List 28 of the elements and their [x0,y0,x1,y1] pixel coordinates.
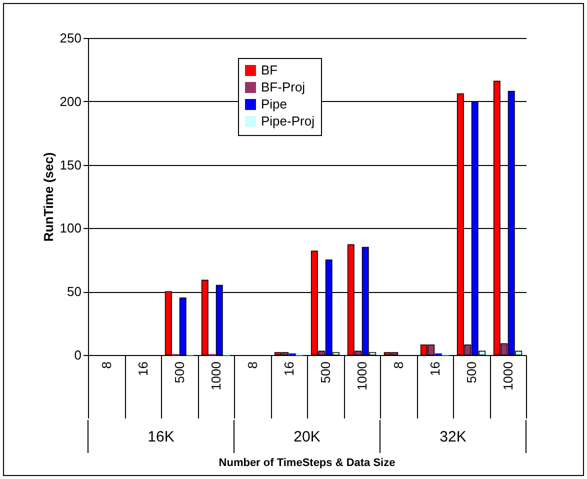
x-tick-label: 8 [244,362,260,369]
x-tick-label: 1000 [354,362,370,390]
y-tick-label: 150 [60,157,82,172]
y-axis-title: RunTime (sec) [40,152,56,242]
x-tick-label: 16 [135,362,150,376]
y-tick-label: 0 [74,348,82,362]
y-tick-label: 50 [67,284,82,300]
x-tick-label: 500 [172,362,187,384]
x-tick-label: 500 [318,362,333,384]
x-tick-label: 1000 [500,362,516,390]
x-tick-label: 8 [98,362,114,369]
bar [179,298,186,356]
legend-label: BF [261,62,278,78]
legend-label: Pipe-Proj [261,114,315,128]
x-tick-label: 500 [464,362,479,384]
x-tick-label: 1000 [208,362,224,390]
x-tick-label: 16 [281,362,296,376]
x-tick-label: 8 [390,362,406,369]
x-tick-label: 16 [427,362,442,376]
y-tick-label: 250 [60,30,82,46]
text: 32K [440,428,466,446]
text: 16K [148,428,174,446]
legend-label: Pipe [261,96,288,112]
text: 20K [294,428,320,446]
text: Number of TimeSteps & Data Size [218,457,396,469]
legend-label: BF-Proj [261,80,306,94]
y-tick-label: 200 [60,94,82,109]
y-tick-label: 100 [60,220,82,236]
